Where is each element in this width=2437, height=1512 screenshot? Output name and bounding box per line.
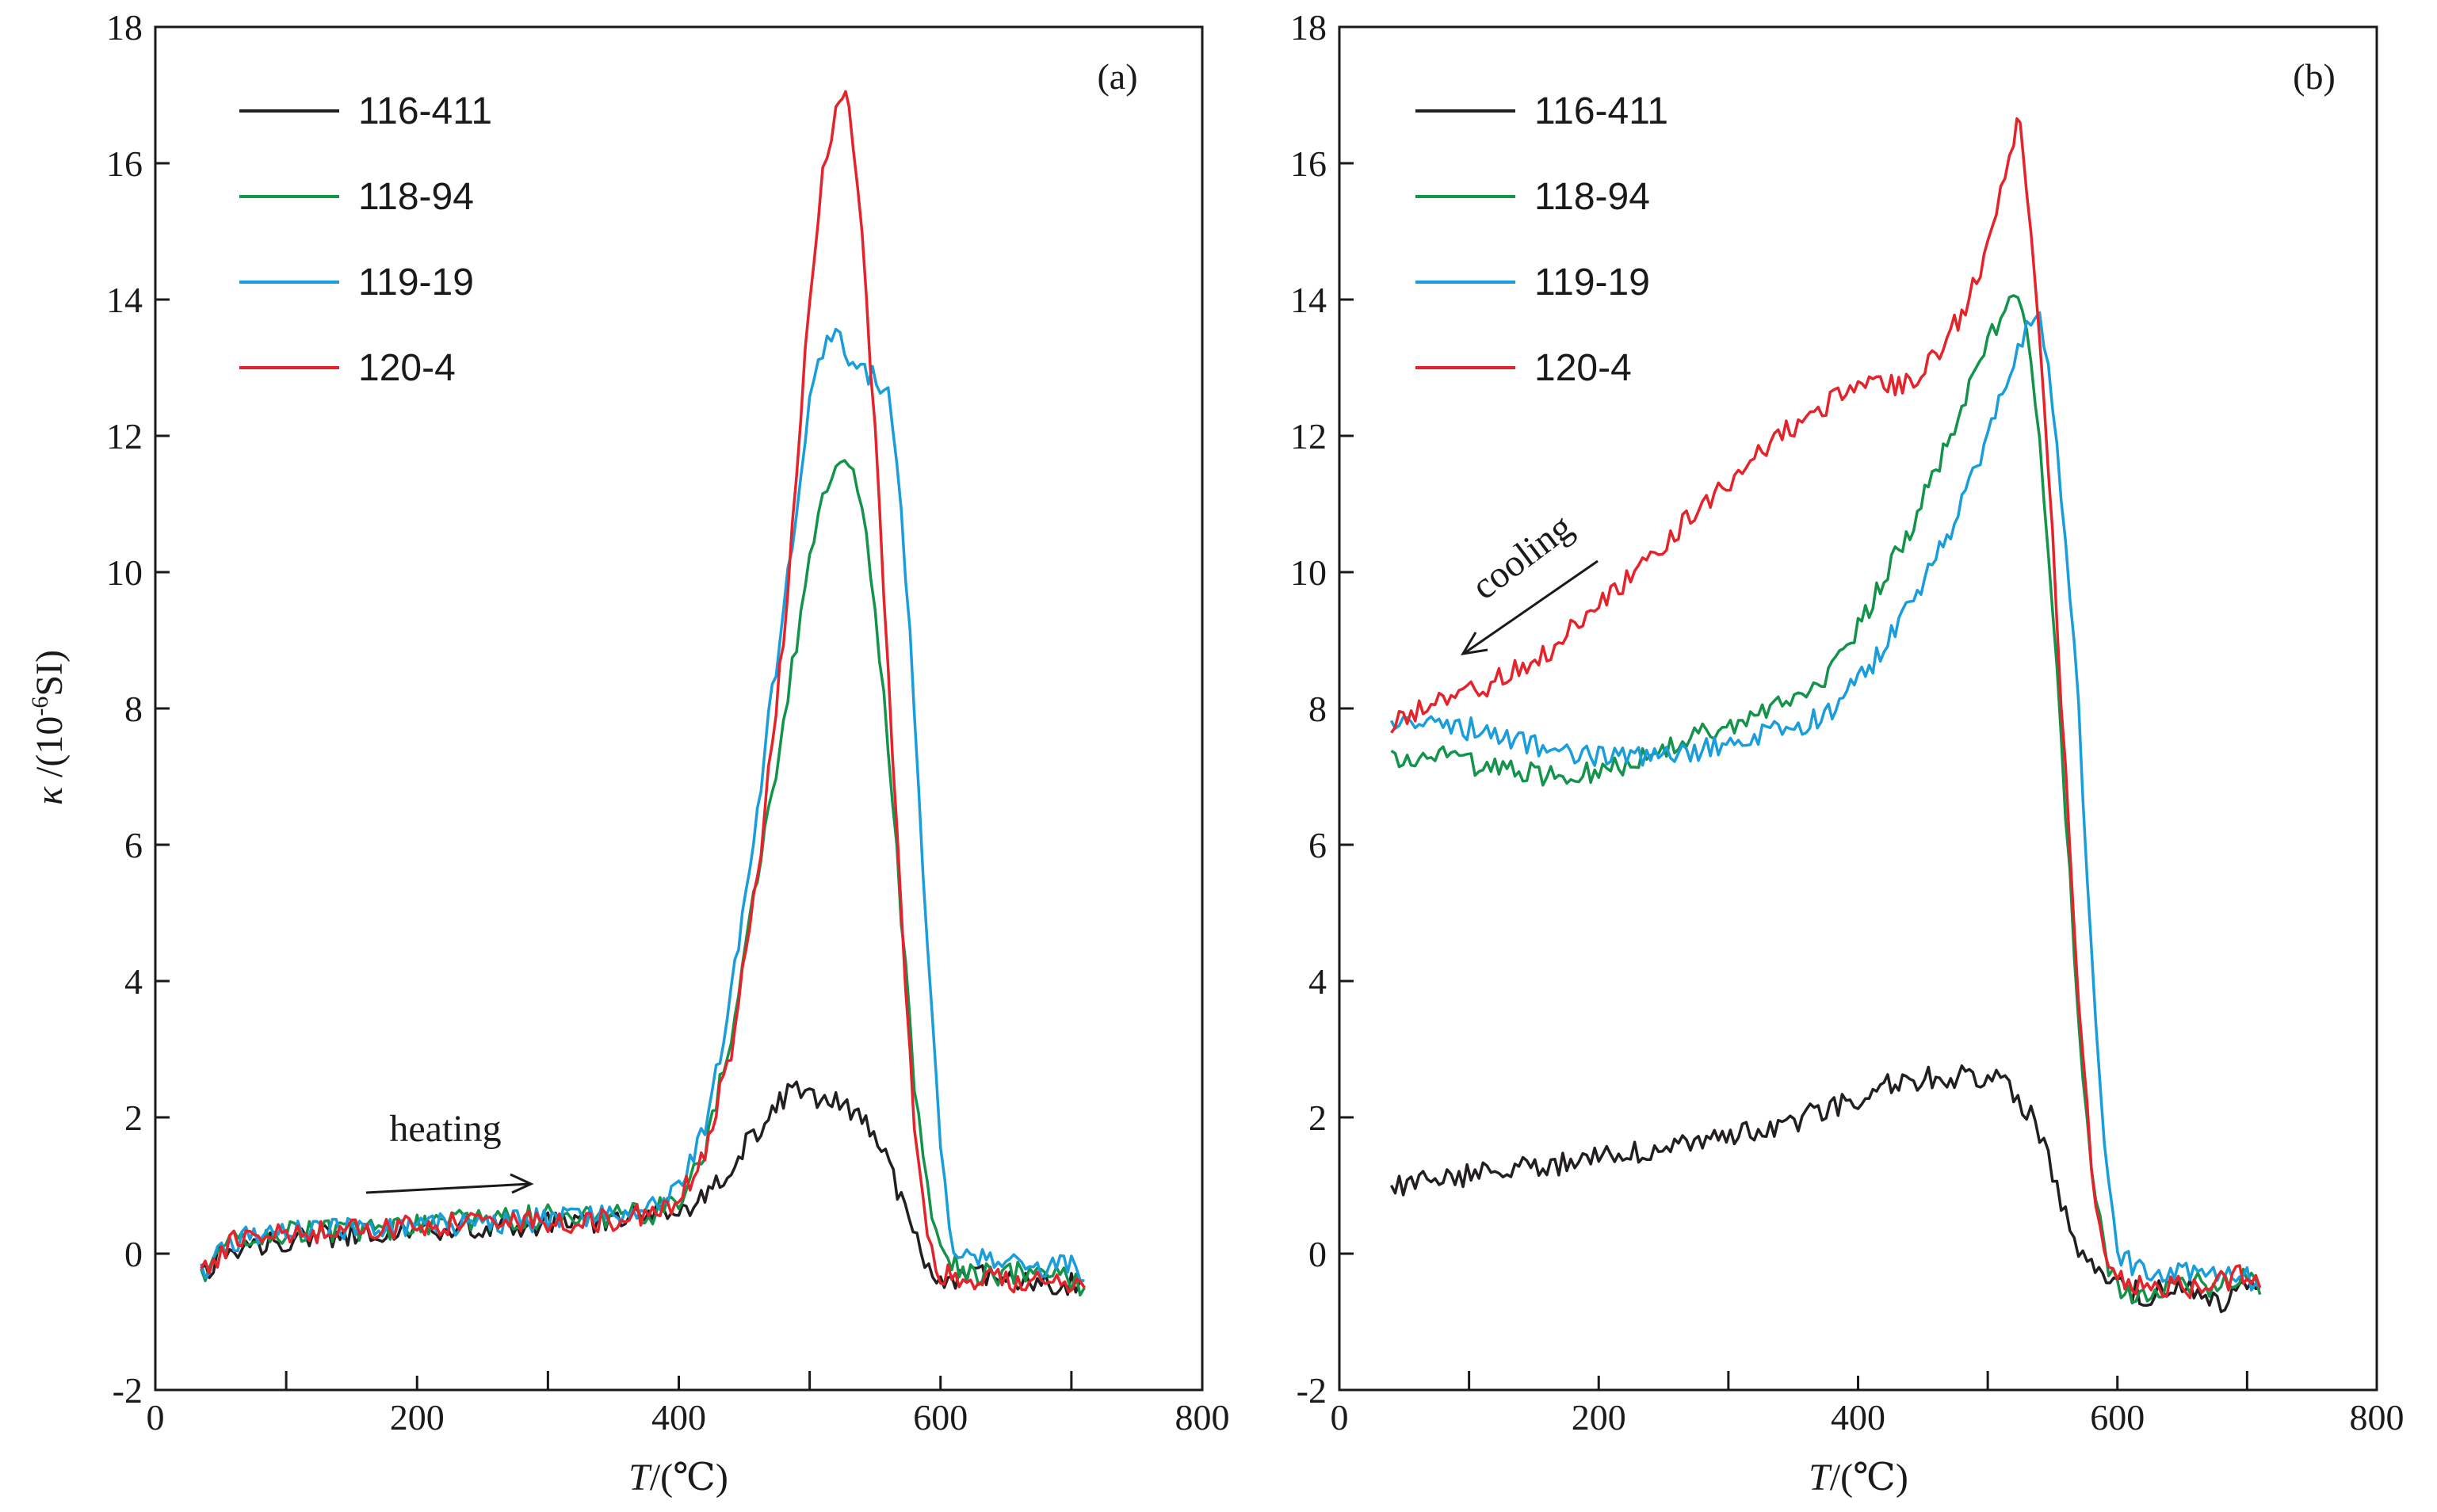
x-tick-label: 200 xyxy=(390,1397,445,1438)
y-axis-symbol: κ xyxy=(29,786,71,805)
panel-a-x-axis-symbol: T xyxy=(628,1457,652,1499)
x-tick-label: 0 xyxy=(147,1397,165,1438)
panel-b-label: (b) xyxy=(2293,56,2336,97)
x-tick-label: 400 xyxy=(651,1397,706,1438)
legend-label: 119-19 xyxy=(1534,262,1650,304)
y-tick-label: -2 xyxy=(1297,1370,1327,1411)
y-tick-label: 16 xyxy=(106,143,143,184)
y-tick-label: 14 xyxy=(106,280,143,320)
panel-a-x-axis-unit: /(℃) xyxy=(650,1457,728,1499)
panel-a-label: (a) xyxy=(1097,56,1137,97)
x-tick-label: 400 xyxy=(1831,1397,1885,1438)
y-axis-label-prefix: /(10 xyxy=(29,716,71,787)
x-tick-label: 0 xyxy=(1331,1397,1349,1438)
y-tick-label: 8 xyxy=(124,689,143,729)
panel-b-x-axis-title: T/(℃) xyxy=(1809,1457,1908,1499)
y-tick-label: 18 xyxy=(1290,7,1327,48)
y-tick-label: 0 xyxy=(124,1234,143,1274)
series-line-119-19 xyxy=(1389,311,2261,1292)
series-line-116-411 xyxy=(1389,1064,2261,1314)
series-line-120-4 xyxy=(1390,117,2262,1300)
x-tick-label: 800 xyxy=(1175,1397,1230,1438)
x-tick-label: 600 xyxy=(2090,1397,2145,1438)
legend-label: 120-4 xyxy=(1534,347,1632,389)
series-line-118-94 xyxy=(1390,294,2262,1304)
heating-annotation: heating xyxy=(365,1108,534,1194)
y-axis-superscript: -6 xyxy=(27,697,53,716)
y-axis-title: κ /(10-6SI) xyxy=(27,650,71,805)
panel-b-x-axis-symbol: T xyxy=(1809,1457,1832,1499)
y-tick-label: 10 xyxy=(1290,552,1327,593)
panel-a-legend: 116-411 118-94 119-19 120-4 xyxy=(239,90,492,389)
series-line-119-19 xyxy=(200,327,1085,1283)
y-tick-label: 2 xyxy=(1308,1098,1327,1138)
y-tick-label: 12 xyxy=(1290,416,1327,456)
y-axis-unit: SI) xyxy=(29,650,71,697)
x-tick-label: 800 xyxy=(2350,1397,2405,1438)
y-tick-label: 4 xyxy=(1308,961,1327,1002)
y-tick-label: 18 xyxy=(106,7,143,48)
legend-label: 116-411 xyxy=(358,90,492,132)
y-tick-label: -2 xyxy=(113,1370,143,1411)
legend-label: 119-19 xyxy=(358,262,474,304)
legend-label: 116-411 xyxy=(1534,90,1668,132)
y-tick-label: 6 xyxy=(124,825,143,865)
panel-b-series xyxy=(1389,117,2262,1314)
y-tick-label: 16 xyxy=(1290,143,1327,184)
panel-b-frame xyxy=(1338,25,2378,1392)
y-tick-label: 4 xyxy=(124,961,143,1002)
y-tick-label: 8 xyxy=(1308,689,1327,729)
y-tick-label: 0 xyxy=(1308,1234,1327,1274)
y-tick-label: 14 xyxy=(1290,280,1327,320)
panel-a-x-axis-title: T/(℃) xyxy=(628,1457,728,1499)
series-line-120-4 xyxy=(200,90,1086,1294)
y-tick-label: 6 xyxy=(1308,825,1327,865)
heating-arrow-shaft xyxy=(365,1182,530,1194)
y-tick-label: 12 xyxy=(106,416,143,456)
x-tick-label: 600 xyxy=(913,1397,968,1438)
panel-a-series xyxy=(200,90,1086,1297)
series-line-116-411 xyxy=(200,1080,1086,1296)
legend-label: 118-94 xyxy=(1534,176,1650,218)
y-tick-label: 2 xyxy=(124,1098,143,1138)
panel-b-x-axis-unit: /(℃) xyxy=(1830,1457,1908,1499)
cooling-arrow-shaft xyxy=(1464,559,1599,655)
legend-label: 120-4 xyxy=(358,347,456,389)
heating-arrow-head xyxy=(510,1173,534,1194)
panel-b-legend: 116-411 118-94 119-19 120-4 xyxy=(1415,90,1668,389)
x-tick-label: 200 xyxy=(1572,1397,1626,1438)
cooling-annotation: cooling xyxy=(1461,506,1599,655)
heating-label: heating xyxy=(389,1108,501,1150)
cooling-label: cooling xyxy=(1464,506,1580,608)
series-line-118-94 xyxy=(200,459,1086,1297)
cooling-arrow-head xyxy=(1461,632,1488,655)
y-tick-label: 10 xyxy=(106,552,143,593)
panel-a-frame xyxy=(154,25,1204,1392)
legend-label: 118-94 xyxy=(358,176,474,218)
